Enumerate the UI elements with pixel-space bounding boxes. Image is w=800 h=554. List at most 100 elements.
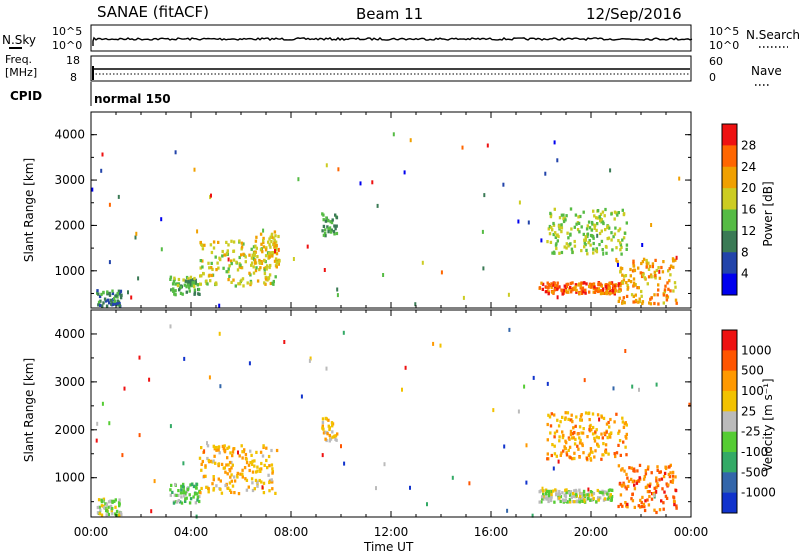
heatmap-cell <box>584 235 588 239</box>
heatmap-cell <box>675 504 678 508</box>
heatmap-cell <box>330 221 334 225</box>
heatmap-cell <box>627 278 631 283</box>
heatmap-cell <box>201 259 204 263</box>
heatmap-cell <box>208 273 211 277</box>
heatmap-cell <box>593 436 596 440</box>
heatmap-cell <box>672 265 675 269</box>
heatmap-cell <box>579 414 583 418</box>
heatmap-cell <box>264 277 268 281</box>
heatmap-cell <box>610 498 613 502</box>
heatmap-cell <box>640 500 643 505</box>
heatmap-cell <box>329 226 332 231</box>
heatmap-cell <box>550 412 553 416</box>
heatmap-cell <box>591 493 594 497</box>
heatmap-cell <box>549 240 553 244</box>
heatmap-cell <box>594 287 597 291</box>
heatmap-cell <box>325 216 328 220</box>
colorbar-tick-label: 500 <box>741 364 764 378</box>
heatmap-cell <box>101 304 104 308</box>
heatmap-cell <box>105 513 108 517</box>
heatmap-cell <box>560 226 564 230</box>
heatmap-cell <box>517 219 520 224</box>
heatmap-cell <box>599 289 603 293</box>
heatmap-cell <box>199 259 202 263</box>
heatmap-cell <box>645 262 649 266</box>
heatmap-cell <box>609 493 612 497</box>
heatmap-cell <box>194 501 198 505</box>
heatmap-cell <box>256 484 259 488</box>
heatmap-cell <box>250 247 253 251</box>
heatmap-cell <box>256 482 259 486</box>
heatmap-cell <box>633 483 636 487</box>
heatmap-cell <box>329 220 332 224</box>
heatmap-cell <box>256 469 259 473</box>
heatmap-cell <box>169 424 172 429</box>
heatmap-cell <box>645 485 648 489</box>
heatmap-cell <box>113 499 116 503</box>
heatmap-cell <box>563 417 567 421</box>
heatmap-cell <box>183 283 186 287</box>
heatmap-cell <box>562 449 565 453</box>
heatmap-cell <box>599 496 602 500</box>
heatmap-cell <box>548 224 552 229</box>
heatmap-cell <box>632 264 635 268</box>
heatmap-cell <box>597 287 600 291</box>
heatmap-cell <box>119 296 123 300</box>
heatmap-cell <box>324 437 327 441</box>
heatmap-cell <box>569 207 573 211</box>
velocity-x-ticks <box>90 310 692 517</box>
colorbar-swatch <box>722 370 737 392</box>
heatmap-cell <box>646 498 649 502</box>
heatmap-cell <box>178 288 181 292</box>
heatmap-cell <box>541 282 545 286</box>
colorbar-tick-label: 12 <box>741 224 756 238</box>
heatmap-cell <box>622 425 626 429</box>
heatmap-cell <box>96 505 100 510</box>
heatmap-cell <box>630 466 633 470</box>
heatmap-cell <box>270 463 274 467</box>
heatmap-cell <box>223 444 226 448</box>
colorbar-tick-label: 8 <box>741 245 749 259</box>
heatmap-cell <box>666 281 669 285</box>
heatmap-cell <box>549 431 552 435</box>
heatmap-cell <box>671 478 675 482</box>
heatmap-cell <box>621 301 624 305</box>
heatmap-cell <box>518 200 521 205</box>
heatmap-cell <box>640 505 644 509</box>
heatmap-cell <box>630 293 634 297</box>
heatmap-cell <box>198 456 202 460</box>
heatmap-cell <box>120 293 123 297</box>
velocity-heatmap <box>95 324 691 519</box>
heatmap-cell <box>662 260 665 264</box>
heatmap-cell <box>265 458 268 463</box>
velocity-colorbar: 1000 500 100 25 -25 -100 -500 -1000 <box>721 329 776 514</box>
heatmap-cell <box>274 249 276 253</box>
heatmap-cell <box>593 439 597 443</box>
heatmap-cell <box>603 291 606 295</box>
heatmap-cell <box>506 508 509 513</box>
heatmap-cell <box>239 263 242 267</box>
heatmap-cell <box>599 282 602 286</box>
heatmap-cell <box>617 239 620 243</box>
heatmap-cell <box>200 274 203 278</box>
power-y-axis: 4000 3000 2000 1000 <box>54 128 691 294</box>
heatmap-cell <box>573 286 576 290</box>
heatmap-cell <box>578 500 581 504</box>
heatmap-cell <box>587 411 590 416</box>
heatmap-cell <box>179 500 182 504</box>
heatmap-cell <box>116 299 119 303</box>
heatmap-cell <box>608 282 611 286</box>
heatmap-cell <box>618 429 621 433</box>
heatmap-cell <box>647 465 650 469</box>
heatmap-cell <box>273 240 276 244</box>
heatmap-cell <box>270 232 274 236</box>
heatmap-cell <box>331 424 334 428</box>
heatmap-cell <box>100 292 103 296</box>
heatmap-cell <box>271 487 274 491</box>
heatmap-cell <box>618 296 621 300</box>
heatmap-cell <box>169 277 172 281</box>
heatmap-cell <box>217 464 220 468</box>
heatmap-cell <box>236 268 240 272</box>
heatmap-cell <box>633 268 637 273</box>
heatmap-cell <box>561 430 564 434</box>
